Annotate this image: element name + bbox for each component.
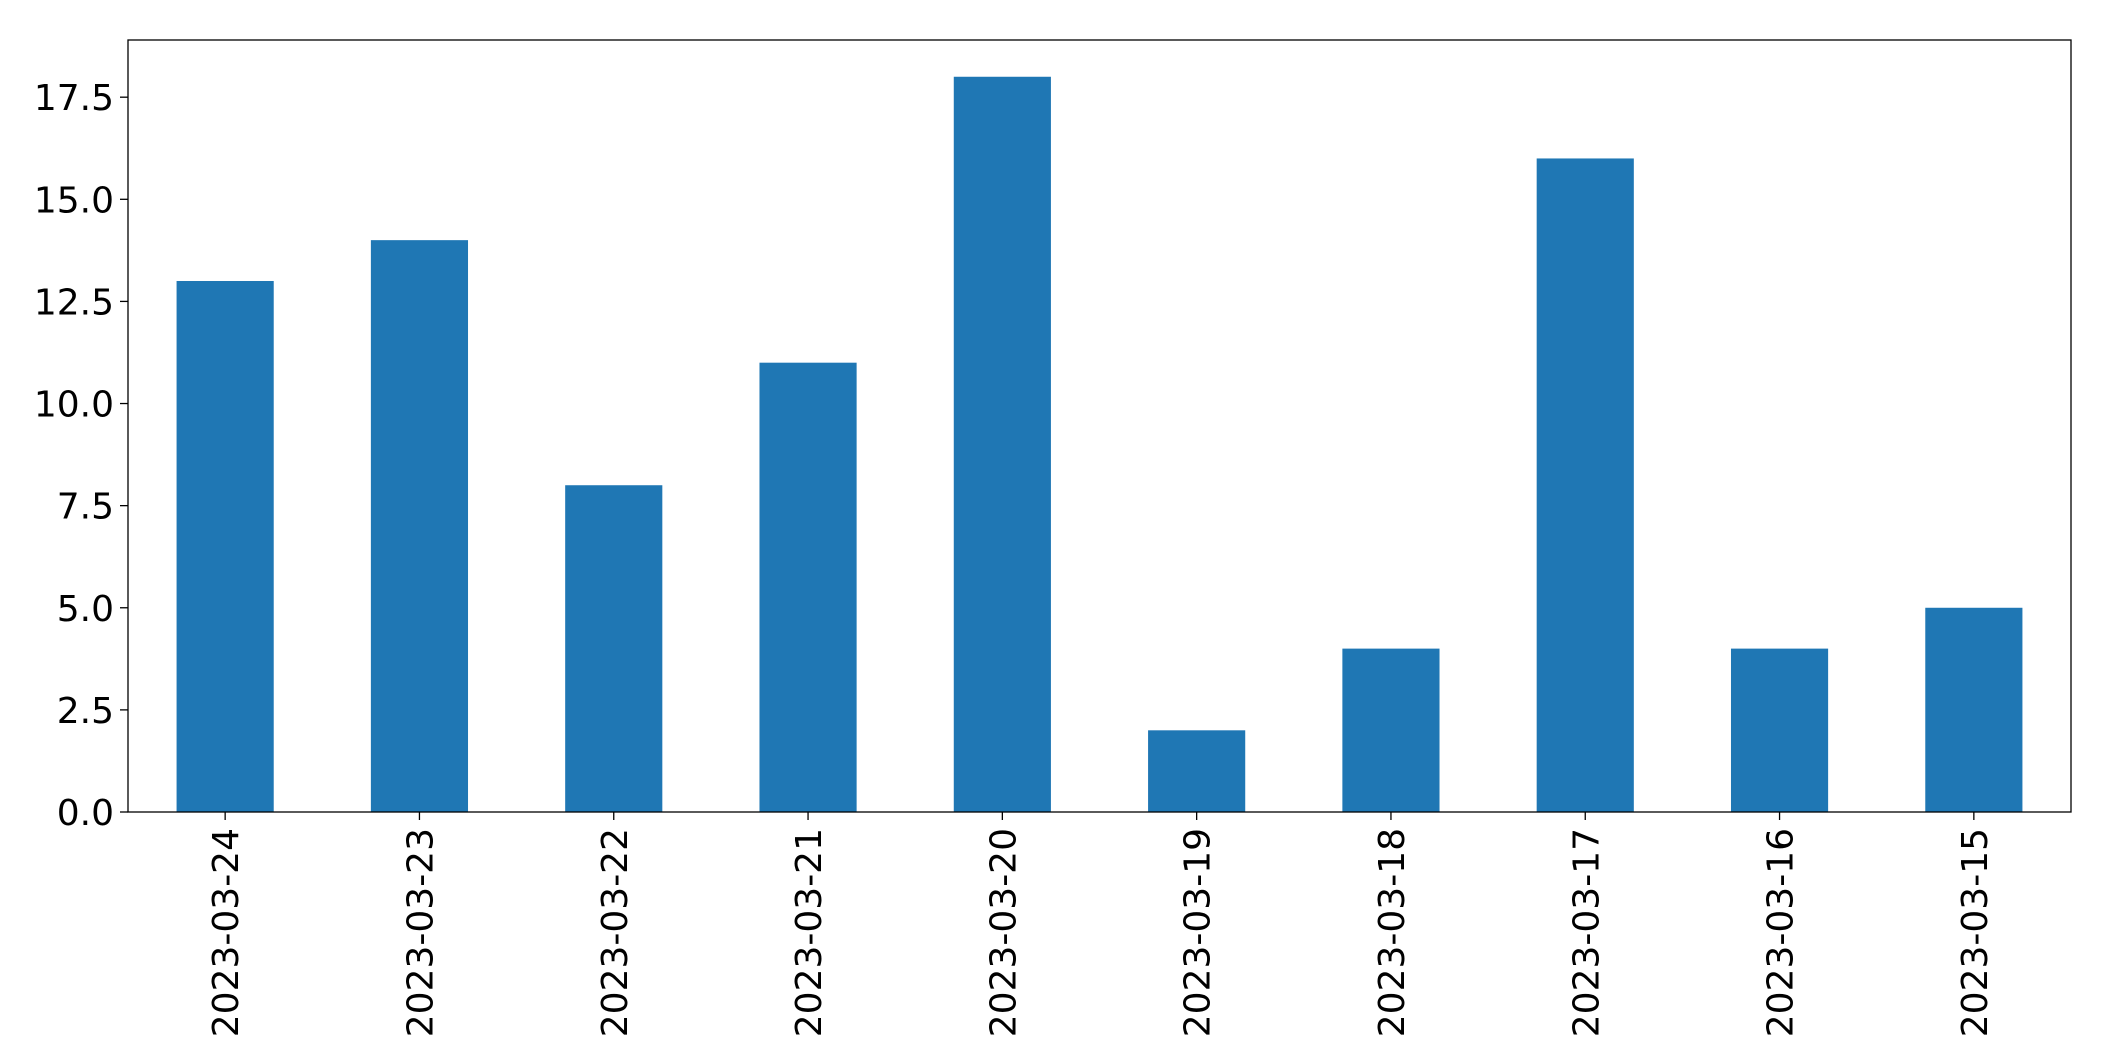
bars-layer [176,76,2023,813]
bar-2023-03-24 [176,280,274,812]
y-tick-label: 2.5 [57,691,114,732]
bar-2023-03-19 [1148,730,1246,812]
y-tick-label: 10.0 [34,385,114,426]
x-tick-label: 2023-03-20 [983,828,1024,1037]
bar-2023-03-23 [370,240,469,813]
x-tick-label: 2023-03-21 [789,828,830,1037]
y-tick-label: 0.0 [57,793,114,834]
y-tick-label: 7.5 [57,487,114,528]
x-tick-label: 2023-03-17 [1566,828,1607,1037]
x-tick-label: 2023-03-24 [206,828,247,1037]
bar-2023-03-21 [759,362,857,812]
y-tick-label: 5.0 [57,589,114,630]
y-tick-label: 15.0 [34,180,114,221]
plot-frame [127,39,2072,813]
bar-2023-03-17 [1536,158,1634,813]
x-axis-ticks: 2023-03-24 2023-03-23 2023-03-22 2023-03-21… [206,812,1996,1037]
x-tick-label: 2023-03-15 [1955,828,1996,1037]
x-tick-label: 2023-03-22 [595,828,636,1037]
y-axis-ticks: 0.0 2.5 5.0 7.5 10.0 12.5 15.0 17.5 [34,78,128,834]
bar-2023-03-16 [1730,648,1829,812]
x-tick-label: 2023-03-23 [400,828,441,1037]
x-tick-label: 2023-03-19 [1178,828,1219,1037]
y-tick-label: 17.5 [34,78,114,119]
y-tick-label: 12.5 [34,282,114,323]
bar-2023-03-18 [1342,648,1440,812]
bar-2023-03-15 [1925,607,2023,812]
bar-2023-03-20 [953,76,1051,812]
bar-2023-03-22 [565,485,663,812]
x-tick-label: 2023-03-18 [1372,828,1413,1037]
x-tick-label: 2023-03-16 [1761,828,1802,1037]
